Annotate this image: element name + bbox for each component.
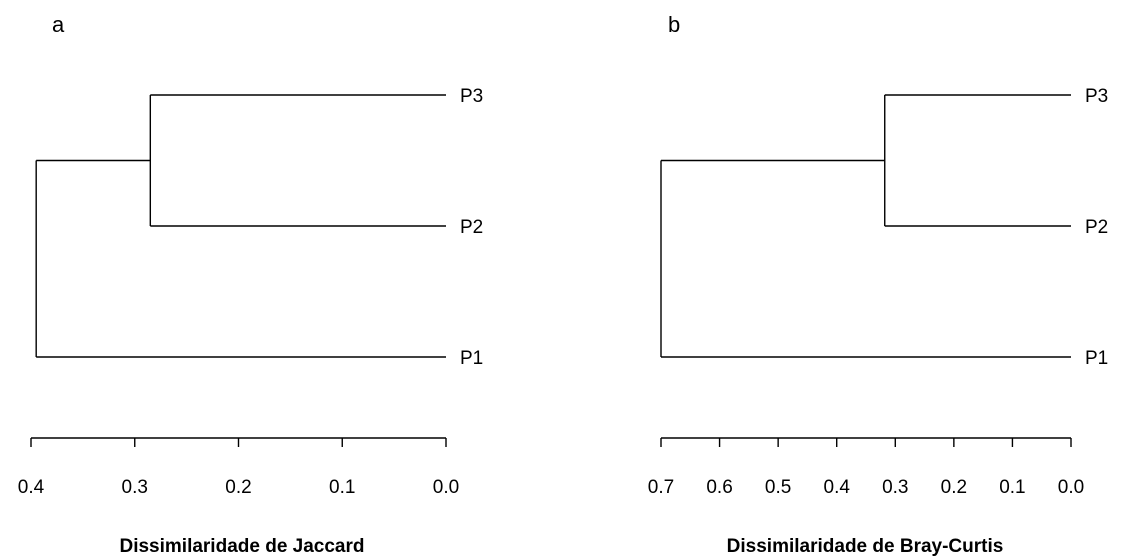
leaf-label: P1 — [460, 348, 483, 369]
x-tick-label: 0.6 — [706, 477, 732, 498]
x-axis-title: Dissimilaridade de Jaccard — [119, 536, 364, 557]
x-tick-label: 0.2 — [941, 477, 967, 498]
leaf-label: P3 — [460, 86, 483, 107]
x-tick-label: 0.2 — [225, 477, 251, 498]
x-tick-label: 0.1 — [329, 477, 355, 498]
leaf-label: P1 — [1085, 348, 1108, 369]
leaf-label: P2 — [460, 217, 483, 238]
x-tick-label: 0.4 — [824, 477, 851, 498]
leaf-label: P3 — [1085, 86, 1108, 107]
x-axis-title: Dissimilaridade de Bray-Curtis — [727, 536, 1004, 557]
leaf-label: P2 — [1085, 217, 1108, 238]
x-tick-label: 0.0 — [433, 477, 459, 498]
x-tick-label: 0.5 — [765, 477, 791, 498]
x-tick-label: 0.3 — [122, 477, 148, 498]
panel-label: a — [52, 12, 65, 37]
panel-label: b — [668, 12, 680, 37]
x-tick-label: 0.3 — [882, 477, 908, 498]
dendrogram-panel-a: a P3 P2 P1 0.4 0.3 0.2 0.1 0.0 Dissimilaridade de… — [18, 12, 483, 557]
x-tick-label: 0.1 — [999, 477, 1025, 498]
x-tick-label: 0.0 — [1058, 477, 1084, 498]
x-tick-label: 0.4 — [18, 477, 45, 498]
dendrogram-panel-b: b P3 P2 P1 0.7 0.6 0.5 0.4 0.3 0.2 0.1 0.0 Dissimila… — [648, 12, 1108, 557]
x-tick-label: 0.7 — [648, 477, 674, 498]
